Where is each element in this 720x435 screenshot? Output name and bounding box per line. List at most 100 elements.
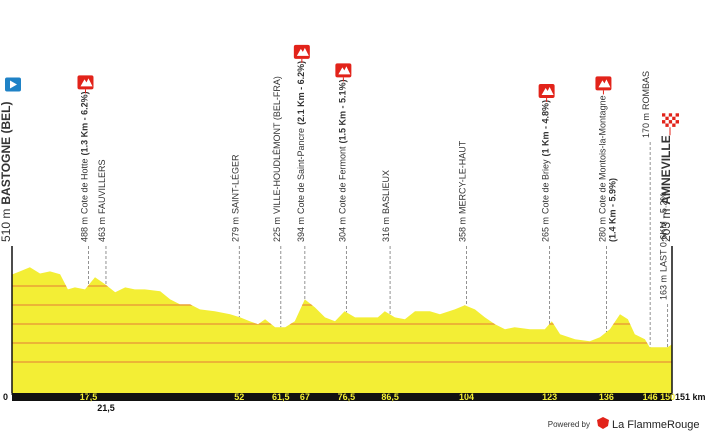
place-name: Cote de Montois-la-Montagne <box>597 95 607 214</box>
place-name: BASLIEUX <box>381 170 391 214</box>
elevation: 316 m <box>381 217 391 242</box>
elevation: 304 m <box>337 217 347 242</box>
climb-detail: (1.4 Km - 5.9%) <box>607 178 617 242</box>
annotation-label: 463 m FAUVILLERS <box>97 159 107 242</box>
elevation: 463 m <box>97 217 107 242</box>
start-icon <box>10 80 17 89</box>
x-tick-label: 86,5 <box>381 392 399 402</box>
elevation: 279 m <box>230 217 240 242</box>
climb-detail: (2.1 Km - 6.2%) <box>296 61 306 125</box>
finish-check <box>665 120 669 124</box>
finish-check <box>665 113 669 117</box>
place-name: Cote de Fermont <box>337 146 347 214</box>
annotation: 280 m Cote de Montois-la-Montagne (1.4 Km … <box>595 76 617 332</box>
elevation: 510 m <box>0 209 13 242</box>
x-tick-label: 146 <box>643 392 658 402</box>
finish-check <box>675 120 679 124</box>
climb-detail: (1.3 Km - 6.2%) <box>79 91 89 155</box>
x-tick-label: 76,5 <box>338 392 356 402</box>
elevation: 280 m <box>597 217 607 242</box>
climb-icon <box>296 47 309 56</box>
elevation: 358 m <box>458 217 468 242</box>
place-name: ROMBAS <box>641 71 651 110</box>
place-name: LAST 0.6KM - 5.2% <box>659 193 669 272</box>
powered-by: Powered by <box>548 420 590 429</box>
elevation: 394 m <box>296 217 306 242</box>
finish-flag <box>662 113 679 127</box>
annotation: 203 m AMNEVILLE <box>659 113 679 393</box>
annotation: 358 m MERCY-LE-HAUT <box>458 140 468 307</box>
place-name: VILLE-HOUDLÉMONT (BEL-FRA) <box>272 76 282 214</box>
finish-check <box>672 123 676 127</box>
x-tick-label: 17,5 <box>80 392 98 402</box>
annotation: 170 m ROMBAS <box>641 71 651 348</box>
annotation-label: 225 m VILLE-HOUDLÉMONT (BEL-FRA) <box>272 76 282 242</box>
annotation-label: 170 m ROMBAS <box>641 71 651 138</box>
profile-area <box>12 267 672 395</box>
annotation-label: 279 m SAINT-LÉGER <box>230 154 240 242</box>
annotation: 279 m SAINT-LÉGER <box>230 154 240 318</box>
annotation-label: 316 m BASLIEUX <box>381 170 391 242</box>
finish-check <box>665 116 669 121</box>
x-tick-label: 61,5 <box>272 392 290 402</box>
climb-icon <box>80 78 93 87</box>
place-name: AMNEVILLE <box>659 135 673 204</box>
climb-detail: (1.5 Km - 5.1%) <box>337 79 347 143</box>
finish-check <box>675 123 679 127</box>
finish-check <box>662 123 666 127</box>
annotation: 225 m VILLE-HOUDLÉMONT (BEL-FRA) <box>272 76 282 328</box>
climb-icon <box>338 66 351 75</box>
finish-check <box>668 113 673 117</box>
x-tick-label: 67 <box>300 392 310 402</box>
brand-icon <box>597 417 609 429</box>
footer: Powered by La FlammeRouge <box>548 417 699 431</box>
finish-check <box>672 120 676 124</box>
elevation: 265 m <box>541 217 551 242</box>
annotation-label: 358 m MERCY-LE-HAUT <box>458 140 468 242</box>
finish-check <box>672 113 676 117</box>
annotation-label: 163 m LAST 0.6KM - 5.2% <box>659 193 669 300</box>
annotation: 316 m BASLIEUX <box>381 170 391 315</box>
x-tick-label: 52 <box>234 392 244 402</box>
annotation-label: 488 m Cote de Hotte (1.3 Km - 6.2%) <box>79 91 89 242</box>
place-name: MERCY-LE-HAUT <box>458 140 468 214</box>
finish-check <box>675 116 679 121</box>
x-tick-label: 0 <box>3 392 8 402</box>
finish-check <box>668 123 673 127</box>
x-tick-label: 123 <box>542 392 557 402</box>
climb-detail: (1 Km - 4.8%) <box>541 100 551 157</box>
annotation: 463 m FAUVILLERS <box>97 159 107 285</box>
place-name: Cote de Saint-Pancre <box>296 128 306 214</box>
place-name: Cote de Hotte <box>79 158 89 214</box>
place-name: FAUVILLERS <box>97 159 107 214</box>
finish-check <box>668 120 673 124</box>
annotation: 304 m Cote de Fermont (1.5 Km - 5.1%) <box>335 63 352 313</box>
annotation-label: 265 m Cote de Briey (1 Km - 4.8%) <box>541 100 551 242</box>
annotation: 394 m Cote de Saint-Pancre (2.1 Km - 6.2%) <box>293 44 310 300</box>
finish-check <box>662 113 666 117</box>
place-name: BASTOGNE (BEL) <box>0 102 13 205</box>
finish-check <box>672 116 676 121</box>
climb-icon <box>598 79 611 88</box>
finish-check <box>662 116 666 121</box>
finish-check <box>665 123 669 127</box>
climb-icon <box>541 86 554 95</box>
annotation-label: 280 m Cote de Montois-la-Montagne <box>597 95 607 242</box>
place-name: SAINT-LÉGER <box>230 154 240 214</box>
x-tick-label: 136 <box>599 392 614 402</box>
elevation: 163 m <box>659 275 669 300</box>
annotation-label: 203 m AMNEVILLE <box>659 135 673 242</box>
x-tick-label: 150 <box>660 392 675 402</box>
annotation-label: 394 m Cote de Saint-Pancre (2.1 Km - 6.2%) <box>296 61 306 242</box>
annotation: 488 m Cote de Hotte (1.3 Km - 6.2%) <box>77 75 94 286</box>
elevation: 170 m <box>641 113 651 138</box>
finish-check <box>675 113 679 117</box>
x-tick-label: 21,5 <box>97 403 115 413</box>
x-tick-label: 151 km <box>675 392 706 402</box>
finish-check <box>662 120 666 124</box>
brand: La FlammeRouge <box>612 419 699 431</box>
x-tick-label: 104 <box>459 392 474 402</box>
annotation-label: 304 m Cote de Fermont (1.5 Km - 5.1%) <box>337 79 347 242</box>
elevation: 488 m <box>79 217 89 242</box>
annotation-label: 510 m BASTOGNE (BEL) <box>0 102 13 242</box>
